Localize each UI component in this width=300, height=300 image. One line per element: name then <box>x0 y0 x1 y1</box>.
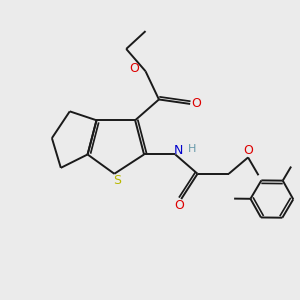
Text: O: O <box>174 199 184 212</box>
Text: S: S <box>113 174 121 187</box>
Text: O: O <box>130 62 140 75</box>
Text: H: H <box>188 144 196 154</box>
Text: O: O <box>243 144 253 158</box>
Text: N: N <box>174 144 184 158</box>
Text: O: O <box>192 98 202 110</box>
